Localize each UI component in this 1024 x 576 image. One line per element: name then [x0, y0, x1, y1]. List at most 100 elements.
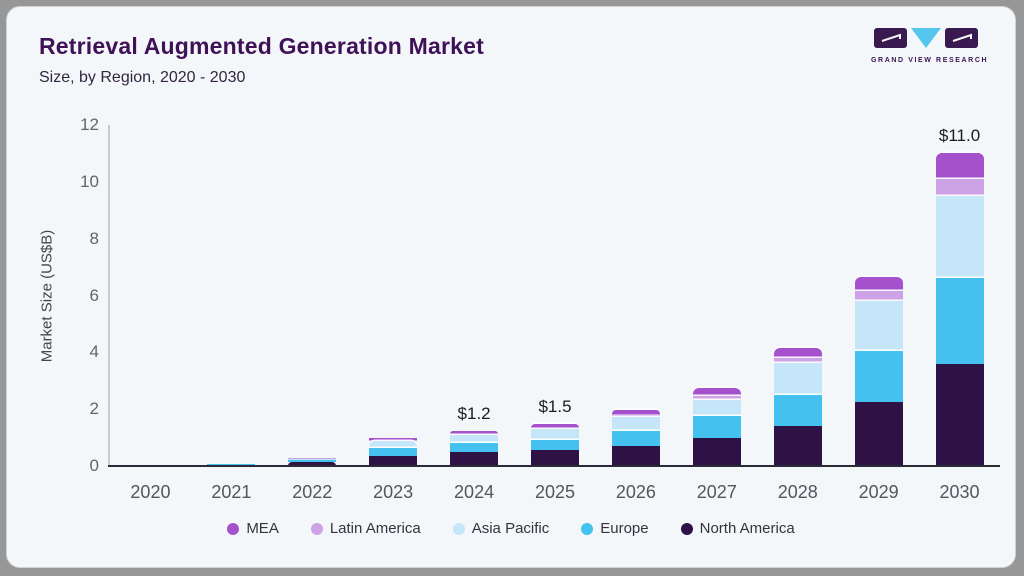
bar-2023[interactable]: [369, 438, 418, 466]
page-title: Retrieval Augmented Generation Market: [39, 33, 484, 59]
legend-label: MEA: [246, 520, 279, 537]
bar-segment-europe[interactable]: [692, 415, 741, 438]
legend: MEA Latin America Asia Pacific Europe North …: [7, 520, 1015, 537]
x-tick-2028: 2028: [777, 482, 818, 502]
legend-item-north-america[interactable]: North America: [680, 520, 795, 537]
legend-label: Asia Pacific: [471, 520, 550, 537]
bar-segment-asia-pacific[interactable]: [369, 440, 418, 448]
market-chart: Market Size (US$B) 0 2 4 6 8 10 12 $1.2 $1.5 $11…: [7, 7, 1015, 567]
chart-card: Retrieval Augmented Generation Market Si…: [6, 6, 1016, 568]
legend-label: Latin America: [329, 520, 421, 537]
bar-segment-europe[interactable]: [369, 447, 418, 456]
bar-segment-latin-america[interactable]: [531, 427, 579, 430]
bar-segment-north-america[interactable]: [692, 437, 741, 466]
x-tick-2023: 2023: [373, 482, 414, 502]
y-axis-line: [108, 125, 110, 466]
gvr-logo-text: GRAND VIEW RESEARCH: [871, 57, 989, 64]
bar-2025[interactable]: [531, 424, 579, 466]
legend-dot-north-america: [680, 522, 693, 535]
bar-2024[interactable]: [450, 431, 499, 466]
legend-item-asia-pacific[interactable]: Asia Pacific: [452, 520, 550, 537]
bar-segment-mea[interactable]: [531, 424, 579, 428]
gvr-logo-mark: [874, 28, 978, 48]
legend-item-europe[interactable]: Europe: [581, 520, 649, 537]
y-tick-0: 0: [89, 456, 99, 475]
bar-segment-north-america[interactable]: [531, 449, 579, 466]
y-tick-12: 12: [80, 115, 99, 134]
bar-segment-latin-america[interactable]: [773, 357, 822, 364]
legend-dot-mea: [227, 522, 240, 535]
bar-segment-mea[interactable]: [935, 153, 984, 179]
bar-total-label-2024: $1.2: [457, 404, 491, 424]
bar-segment-asia-pacific[interactable]: [450, 434, 499, 444]
bar-segment-north-america[interactable]: [935, 363, 984, 466]
bar-segment-europe[interactable]: [854, 350, 903, 403]
bar-2029[interactable]: [854, 277, 903, 466]
bar-segment-asia-pacific[interactable]: [935, 196, 984, 279]
x-tick-2026: 2026: [615, 482, 656, 502]
x-tick-2021: 2021: [211, 482, 252, 502]
bar-segment-europe[interactable]: [611, 431, 660, 446]
bar-segment-latin-america[interactable]: [369, 440, 418, 441]
bar-segment-asia-pacific[interactable]: [288, 458, 337, 461]
bar-segment-latin-america[interactable]: [450, 433, 499, 435]
bar-2022[interactable]: [288, 458, 337, 466]
legend-label: Europe: [600, 520, 649, 537]
bar-2027[interactable]: [692, 387, 741, 466]
bar-segment-latin-america[interactable]: [854, 291, 903, 302]
bar-segment-latin-america[interactable]: [692, 395, 741, 401]
bar-segment-asia-pacific[interactable]: [773, 363, 822, 395]
bar-segment-north-america[interactable]: [854, 402, 903, 466]
y-tick-6: 6: [89, 285, 99, 305]
x-tick-2029: 2029: [858, 482, 899, 502]
bar-segment-mea[interactable]: [450, 431, 499, 434]
x-tick-2022: 2022: [292, 482, 333, 502]
bar-segment-mea[interactable]: [854, 277, 903, 292]
x-tick-2030: 2030: [939, 482, 980, 502]
legend-dot-latin-america: [310, 522, 323, 535]
bar-2028[interactable]: [773, 347, 822, 466]
x-tick-2020: 2020: [130, 482, 171, 502]
bar-segment-mea[interactable]: [611, 410, 660, 415]
x-axis-line: [108, 465, 1000, 467]
legend-item-latin-america[interactable]: Latin America: [310, 520, 421, 537]
bar-segment-mea[interactable]: [692, 387, 741, 396]
legend-dot-europe: [581, 522, 594, 535]
x-tick-2024: 2024: [454, 482, 495, 502]
bar-segment-asia-pacific[interactable]: [611, 416, 660, 432]
y-tick-8: 8: [89, 228, 99, 248]
bar-segment-asia-pacific[interactable]: [854, 301, 903, 351]
bar-segment-asia-pacific[interactable]: [531, 429, 579, 440]
bar-segment-europe[interactable]: [935, 278, 984, 364]
legend-dot-asia-pacific: [452, 522, 465, 535]
bar-segment-europe[interactable]: [450, 443, 499, 452]
page-subtitle: Size, by Region, 2020 - 2030: [39, 69, 246, 86]
bar-segment-north-america[interactable]: [288, 461, 337, 466]
x-tick-2027: 2027: [696, 482, 737, 502]
legend-label: North America: [699, 520, 795, 537]
bar-segment-europe[interactable]: [773, 394, 822, 426]
plot-area: $1.2 $1.5 $11.0: [110, 125, 1000, 466]
bar-segment-north-america[interactable]: [773, 425, 822, 466]
legend-item-mea[interactable]: MEA: [227, 520, 279, 537]
bar-segment-mea[interactable]: [773, 347, 822, 358]
bar-2026[interactable]: [611, 410, 660, 466]
y-tick-4: 4: [89, 342, 99, 362]
bar-segment-latin-america[interactable]: [611, 414, 660, 417]
bar-segment-north-america[interactable]: [611, 445, 660, 466]
bar-segment-europe[interactable]: [531, 439, 579, 450]
x-tick-2025: 2025: [534, 482, 576, 502]
gvr-logo: GRAND VIEW RESEARCH: [871, 27, 989, 64]
bar-segment-mea[interactable]: [369, 438, 418, 441]
bar-total-label-2030: $11.0: [938, 126, 981, 146]
y-tick-2: 2: [89, 399, 99, 419]
bar-total-label-2025: $1.5: [538, 397, 572, 417]
bar-segment-latin-america[interactable]: [935, 179, 984, 197]
bar-segment-europe[interactable]: [288, 460, 337, 462]
bar-segment-north-america[interactable]: [450, 451, 499, 466]
bar-2030[interactable]: [935, 153, 984, 466]
bar-segment-north-america[interactable]: [369, 455, 418, 466]
y-tick-10: 10: [80, 171, 99, 191]
bar-segment-asia-pacific[interactable]: [692, 400, 741, 416]
